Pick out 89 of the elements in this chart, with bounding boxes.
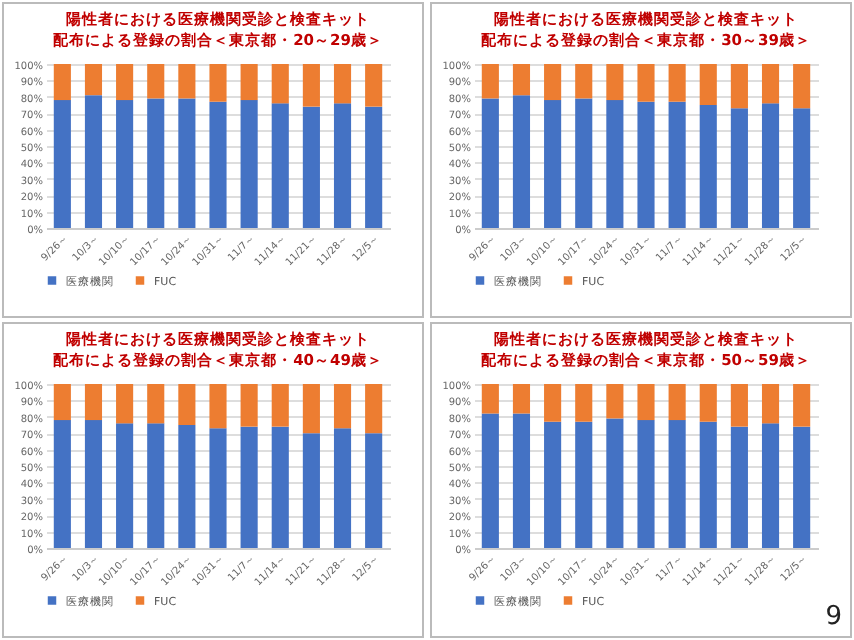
- bar: [793, 426, 811, 548]
- bar: [512, 413, 531, 548]
- bar: [271, 384, 289, 427]
- bar: [53, 64, 71, 101]
- bar: [178, 425, 196, 548]
- bar: [209, 64, 227, 102]
- bar: [302, 64, 320, 107]
- bar: [84, 95, 103, 228]
- bar: [271, 103, 289, 228]
- text: 9: [825, 602, 842, 632]
- bar: [365, 106, 383, 228]
- bar: [333, 64, 352, 104]
- bar: [699, 105, 717, 228]
- bar: [240, 426, 258, 548]
- bar: [481, 98, 499, 228]
- bar: [240, 384, 258, 427]
- bar: [793, 64, 811, 109]
- bar: [512, 384, 531, 414]
- bar: [333, 428, 352, 548]
- bar: [53, 384, 71, 421]
- bar: [209, 428, 227, 548]
- bar: [302, 433, 320, 548]
- bar: [730, 384, 748, 427]
- bar: [365, 433, 383, 548]
- bar: [302, 384, 320, 434]
- bar: [209, 101, 227, 228]
- bar: [333, 103, 352, 228]
- bar: [147, 384, 165, 424]
- bar: [209, 384, 227, 429]
- bar: [240, 64, 258, 101]
- bar: [302, 106, 320, 228]
- bar: [116, 423, 134, 548]
- bar: [544, 384, 562, 422]
- bar: [271, 426, 289, 548]
- bar: [730, 64, 748, 109]
- bar: [116, 64, 134, 101]
- bar: [575, 98, 593, 228]
- bar: [606, 384, 624, 419]
- bar: [147, 98, 165, 228]
- bar: [481, 64, 499, 99]
- bar: [761, 64, 780, 104]
- bar: [84, 64, 103, 96]
- bar: [53, 420, 71, 548]
- bar: [606, 418, 624, 548]
- bar: [793, 108, 811, 228]
- bar: [575, 421, 593, 548]
- bar: [761, 384, 780, 424]
- bar: [668, 384, 686, 421]
- bar: [116, 100, 134, 228]
- bar: [761, 423, 780, 548]
- bar: [668, 64, 686, 102]
- bar: [637, 64, 655, 102]
- bar: [730, 108, 748, 228]
- bar: [637, 384, 655, 421]
- bar: [84, 420, 103, 548]
- bar: [575, 64, 593, 99]
- bar: [699, 64, 717, 105]
- bar: [178, 64, 196, 99]
- bar: [668, 420, 686, 548]
- bar: [668, 101, 686, 228]
- bar: [606, 64, 624, 101]
- bar: [365, 384, 383, 434]
- bar: [730, 426, 748, 548]
- bar: [365, 64, 383, 107]
- bar: [481, 413, 499, 548]
- bar: [512, 95, 531, 228]
- bar: [116, 384, 134, 424]
- bar: [147, 64, 165, 99]
- bar: [637, 420, 655, 548]
- bar: [699, 421, 717, 548]
- bar: [761, 103, 780, 228]
- bar: [544, 421, 562, 548]
- bar: [271, 64, 289, 104]
- bar: [512, 64, 531, 96]
- bar: [637, 101, 655, 228]
- bar: [240, 100, 258, 228]
- bar: [699, 384, 717, 422]
- bar: [333, 384, 352, 429]
- bar: [178, 384, 196, 425]
- bar: [544, 64, 562, 101]
- bar: [84, 384, 103, 421]
- bar: [53, 100, 71, 228]
- bar: [481, 384, 499, 414]
- bar: [544, 100, 562, 228]
- bar: [575, 384, 593, 422]
- bar: [793, 384, 811, 427]
- bar: [147, 423, 165, 548]
- bar: [178, 98, 196, 228]
- bar: [606, 100, 624, 228]
